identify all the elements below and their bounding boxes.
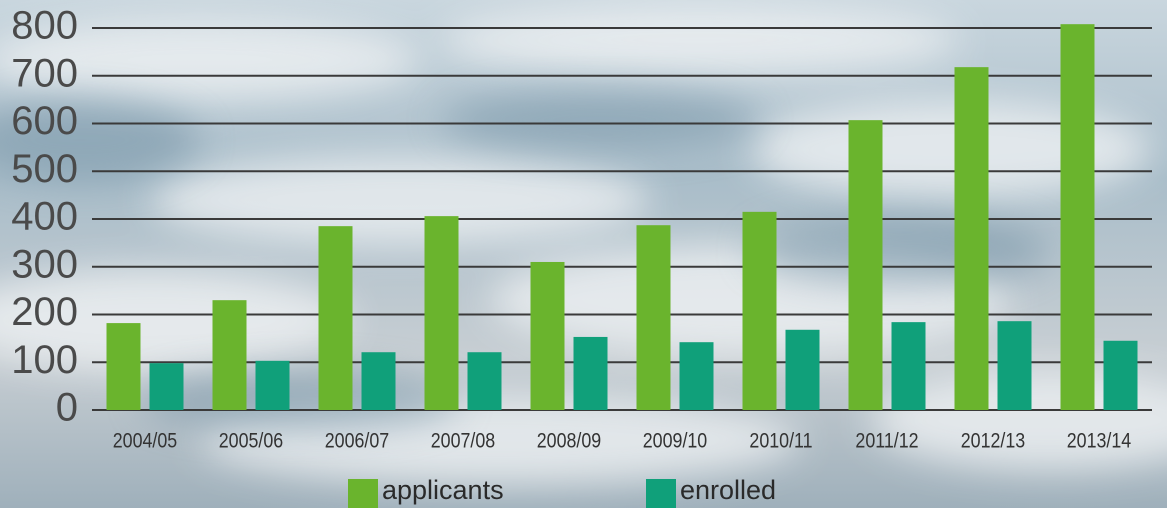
bar — [679, 342, 714, 410]
bar — [785, 329, 820, 410]
y-tick-label: 400 — [11, 195, 78, 239]
x-tick-label: 2011/12 — [855, 429, 918, 453]
bar — [318, 226, 353, 410]
bar — [424, 216, 459, 410]
bar — [212, 300, 247, 410]
bar — [636, 225, 671, 410]
y-tick-label: 500 — [11, 147, 78, 191]
y-tick-label: 800 — [11, 4, 78, 48]
bar — [1060, 24, 1095, 411]
x-tick-label: 2006/07 — [325, 429, 389, 453]
bar — [848, 120, 883, 410]
x-tick-label: 2013/14 — [1067, 429, 1132, 453]
x-tick-label: 2008/09 — [537, 429, 601, 453]
bar — [106, 323, 141, 410]
x-tick-label: 2012/13 — [961, 429, 1025, 453]
bar — [361, 352, 396, 410]
bar — [1103, 340, 1138, 410]
x-tick-label: 2007/08 — [431, 429, 495, 453]
bar — [573, 336, 608, 410]
legend-swatch — [348, 479, 378, 508]
x-tick-label: 2005/06 — [219, 429, 283, 453]
y-tick-label: 0 — [56, 386, 78, 430]
bar — [891, 322, 926, 410]
y-tick-label: 600 — [11, 99, 78, 143]
legend-label: enrolled — [680, 475, 776, 505]
y-tick-label: 100 — [11, 338, 78, 382]
bar — [742, 211, 777, 410]
bar — [149, 363, 184, 410]
x-tick-label: 2009/10 — [643, 429, 708, 453]
y-tick-label: 700 — [11, 51, 78, 95]
x-tick-label: 2010/11 — [749, 429, 812, 453]
legend-label: applicants — [382, 475, 504, 505]
bar — [954, 67, 989, 410]
bar — [530, 261, 565, 410]
legend-swatch — [646, 479, 676, 508]
x-tick-label: 2004/05 — [113, 429, 178, 453]
bar — [997, 321, 1032, 410]
y-tick-label: 300 — [11, 242, 78, 286]
y-tick-label: 200 — [11, 290, 78, 334]
bar — [467, 352, 502, 410]
bar — [255, 360, 290, 410]
